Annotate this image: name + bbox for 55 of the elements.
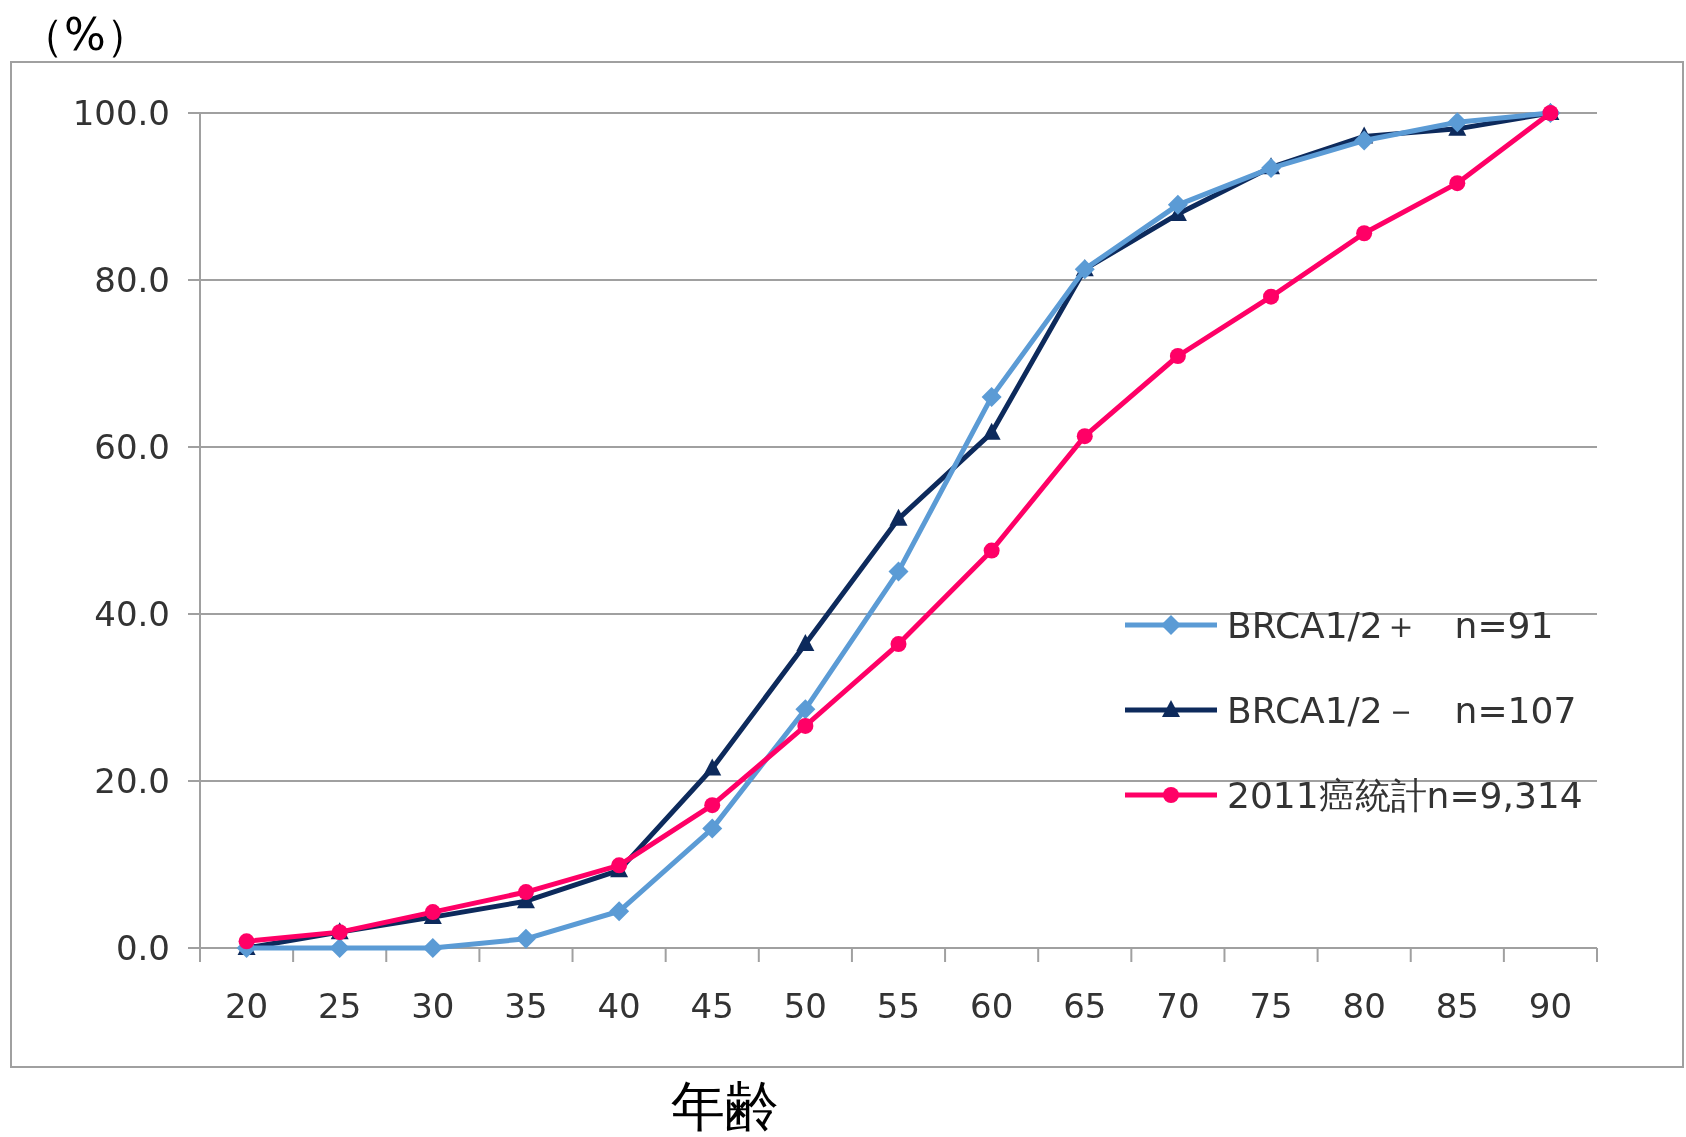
point: [609, 901, 630, 922]
x-tick-label: 40: [597, 986, 641, 1026]
legend-label: BRCA1/2－ n=107: [1227, 690, 1577, 731]
point: [703, 758, 722, 776]
point: [1354, 130, 1375, 151]
point: [797, 717, 814, 734]
x-tick-label: 85: [1435, 986, 1479, 1026]
point: [981, 386, 1002, 407]
point: [1447, 112, 1468, 133]
x-tick-label: 80: [1342, 986, 1386, 1026]
y-tick-label: 100.0: [72, 93, 170, 133]
point: [611, 857, 628, 874]
point: [1169, 347, 1186, 364]
x-tick-label: 45: [690, 986, 734, 1026]
point: [889, 508, 908, 526]
point: [704, 797, 721, 814]
point: [795, 699, 816, 720]
point: [1356, 225, 1373, 242]
x-tick-label: 30: [411, 986, 455, 1026]
legend-label: 2011癌統計n=9,314: [1227, 775, 1583, 816]
point: [890, 636, 907, 653]
point: [329, 938, 350, 958]
x-tick-label: 65: [1063, 986, 1107, 1026]
point: [238, 933, 255, 950]
point: [1263, 288, 1280, 305]
x-tick-label: 70: [1156, 986, 1200, 1026]
point: [1449, 175, 1466, 192]
x-tick-label: 25: [318, 986, 362, 1026]
y-tick-label: 60.0: [94, 427, 170, 467]
point: [517, 884, 534, 901]
point: [422, 938, 443, 958]
point: [1076, 428, 1093, 445]
x-tick-label: 75: [1249, 986, 1293, 1026]
y-tick-label: 0.0: [115, 928, 170, 968]
point: [515, 928, 536, 949]
x-tick-label: 50: [783, 986, 827, 1026]
legend-label: BRCA1/2＋ n=91: [1227, 605, 1554, 646]
y-tick-label: 20.0: [94, 761, 170, 801]
point: [702, 818, 723, 839]
point: [424, 904, 441, 921]
point: [796, 634, 815, 652]
point: [1167, 194, 1188, 215]
y-tick-label: 80.0: [94, 260, 170, 300]
x-tick-label: 60: [970, 986, 1014, 1026]
point: [982, 422, 1001, 440]
y-tick-label: 40.0: [94, 594, 170, 634]
x-axis-title: 年齢: [671, 1075, 779, 1137]
point: [1261, 158, 1282, 179]
x-tick-label: 35: [504, 986, 548, 1026]
y-axis-title: （%）: [20, 9, 150, 60]
point: [983, 542, 1000, 559]
point: [888, 561, 909, 582]
x-tick-label: 55: [876, 986, 921, 1026]
x-tick-label: 20: [224, 986, 269, 1026]
x-tick-label: 90: [1528, 986, 1573, 1026]
